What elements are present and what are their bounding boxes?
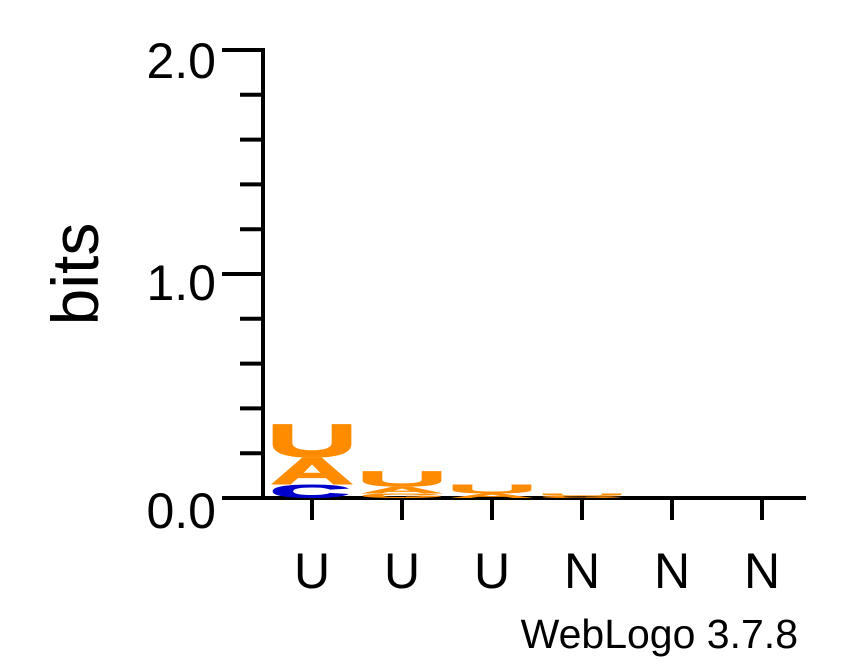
logo-letter-G: [542, 495, 622, 498]
y-ticks: [222, 48, 263, 500]
logo-letter-A: [271, 457, 353, 485]
logo-letter-G: [362, 493, 442, 498]
logo-letter-U: [272, 424, 352, 458]
x-tick-label: N: [744, 543, 780, 599]
credit-text: WebLogo 3.7.8: [521, 611, 798, 657]
x-tick-label: U: [294, 543, 330, 599]
logo-letter-U: [542, 493, 622, 496]
logo-letter-C: [272, 484, 349, 498]
y-tick-label: 0.0: [146, 483, 216, 539]
x-tick-label: N: [654, 543, 690, 599]
letter-stacks: [271, 424, 622, 498]
y-tick-label: 2.0: [146, 33, 216, 89]
x-tick-label: U: [474, 543, 510, 599]
y-tick-label: 1.0: [146, 255, 216, 311]
x-tick-label: N: [564, 543, 600, 599]
y-axis-label: bits: [38, 223, 112, 326]
logo-letter-U: [362, 471, 442, 487]
x-tick-label: U: [384, 543, 420, 599]
logo-letter-A: [451, 493, 533, 498]
logo-letter-U: [452, 484, 532, 494]
logo-letter-A: [361, 486, 443, 494]
